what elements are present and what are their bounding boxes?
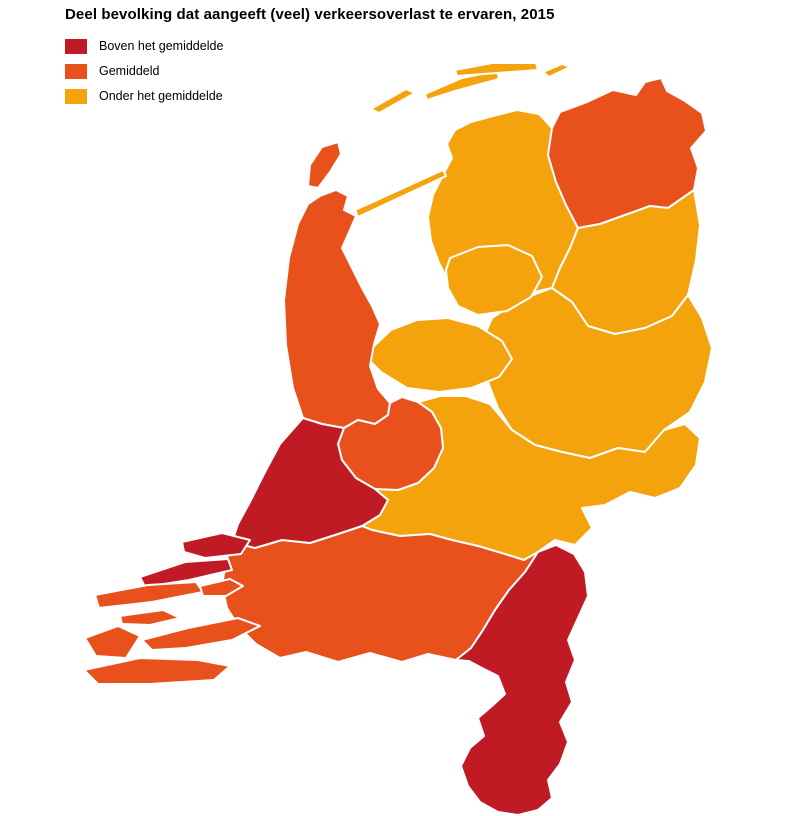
province-flevoland [368,244,543,393]
region-zuid-holland-mainland [231,417,389,549]
island-texel [307,141,342,189]
map-title: Deel bevolking dat aangeeft (veel) verke… [65,6,555,23]
region-noordoostpolder [445,244,543,316]
province-zuid-holland [139,417,389,588]
island-noord-beveland [119,609,181,626]
afsluitdijk-causeway [354,169,447,218]
island-zuid-beveland [141,617,261,651]
legend-row-above-average: Boven het gemiddelde [65,38,223,54]
legend-swatch-average [65,63,87,79]
legend-swatch-above-average [65,38,87,54]
island-tholen [199,578,244,597]
region-flevopolder [368,317,513,393]
province-shapes [83,62,713,816]
legend-label: Onder het gemiddelde [99,89,223,103]
legend: Boven het gemiddelde Gemiddeld Onder het… [65,38,223,104]
province-limburg [455,544,589,816]
island-voorne-putten [181,532,251,559]
island-ameland [454,62,539,77]
island-schouwen-duiveland [94,581,204,609]
island-terschelling [424,70,500,101]
legend-swatch-below-average [65,88,87,104]
legend-label: Boven het gemiddelde [99,39,224,53]
legend-label: Gemiddeld [99,64,160,78]
island-vlieland [370,88,416,114]
province-noord-holland [283,189,391,429]
province-groningen [547,77,707,229]
island-schiermonnikoog [542,63,571,78]
legend-row-below-average: Onder het gemiddelde [65,88,223,104]
legend-row-average: Gemiddeld [65,63,223,79]
region-zeeuws-vlaanderen [83,657,231,685]
swatch-rect [65,38,87,54]
swatch-rect [65,63,87,79]
island-walcheren [84,625,141,659]
province-zeeland [83,578,261,685]
swatch-rect [65,88,87,104]
